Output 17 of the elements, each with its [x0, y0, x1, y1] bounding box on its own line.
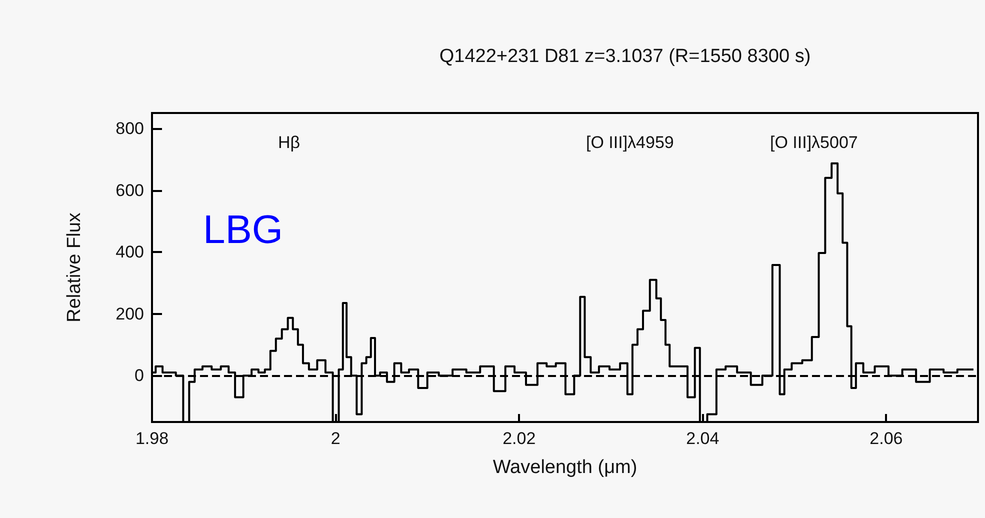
- x-tick-label: 2.04: [686, 429, 720, 448]
- y-tick-label: 200: [116, 304, 144, 324]
- annotation: [O III]λ4959: [586, 133, 674, 152]
- x-axis-title: Wavelength (μm): [492, 457, 638, 478]
- x-tick-label: 2: [330, 429, 340, 448]
- x-tick-label: 1.98: [135, 429, 169, 448]
- annotation: Hβ: [278, 133, 300, 152]
- annotation: [O III]λ5007: [770, 133, 858, 152]
- y-tick-label: 0: [134, 366, 144, 386]
- chart-title: Q1422+231 D81 z=3.1037 (R=1550 8300 s): [439, 46, 811, 67]
- x-tick-label: 2.06: [870, 429, 903, 448]
- x-tick-label: 2.02: [502, 429, 536, 448]
- y-tick-label: 400: [116, 242, 144, 262]
- annotation: LBG: [203, 208, 284, 252]
- y-axis-title: Relative Flux: [64, 212, 85, 322]
- y-tick-label: 800: [116, 118, 144, 138]
- y-tick-label: 600: [116, 180, 144, 200]
